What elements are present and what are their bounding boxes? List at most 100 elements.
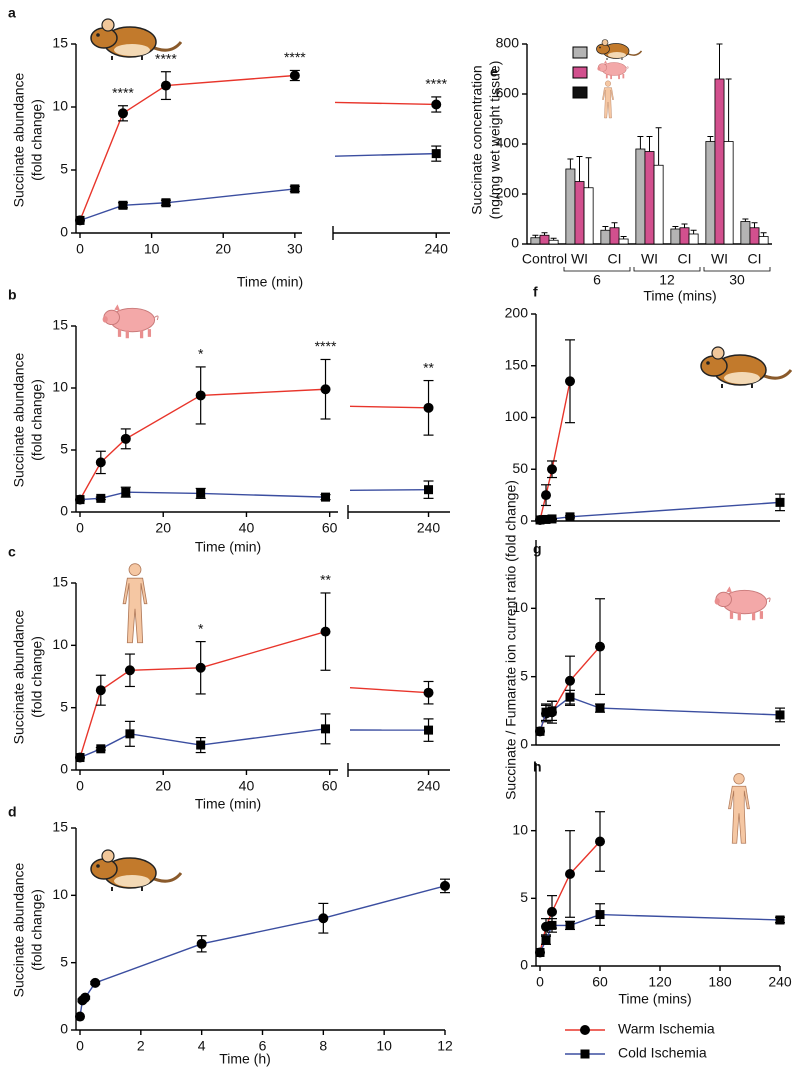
y-tick-label: 100 xyxy=(505,408,529,424)
break-connector xyxy=(349,488,429,491)
marker xyxy=(535,726,545,736)
x-tick-label: 240 xyxy=(417,520,441,536)
legend-swatch xyxy=(572,66,588,79)
marker xyxy=(541,707,551,717)
y-tick-label: 0 xyxy=(60,1021,68,1037)
marker xyxy=(541,935,551,945)
significance: **** xyxy=(112,84,134,100)
panel-label: b xyxy=(8,287,17,303)
marker xyxy=(124,665,135,676)
y-tick-label: 5 xyxy=(60,441,68,457)
marker xyxy=(321,724,331,734)
legend-label: Cold Ischemia xyxy=(618,1045,707,1061)
human-icon xyxy=(122,563,148,644)
panel-label: d xyxy=(8,804,17,820)
marker xyxy=(423,687,434,698)
x-axis-label: Time (h) xyxy=(219,1051,271,1067)
y-tick-label: 15 xyxy=(52,819,68,835)
x-tick-label: Control xyxy=(522,251,567,267)
y-tick-label: 0 xyxy=(60,761,68,777)
x-axis-label: Time (mins) xyxy=(618,991,691,1007)
x-tick-label: WI xyxy=(571,251,588,267)
significance: * xyxy=(198,346,204,362)
human-icon xyxy=(602,80,614,119)
y-axis-label: (fold change) xyxy=(29,636,45,718)
marker xyxy=(547,514,557,524)
series-line xyxy=(79,188,295,222)
y-tick-label: 15 xyxy=(52,317,68,333)
bar xyxy=(740,221,751,245)
marker xyxy=(321,492,331,502)
panel-label: a xyxy=(8,5,16,21)
y-axis-label: (fold change) xyxy=(29,99,45,181)
x-tick-label: 0 xyxy=(76,778,84,794)
marker xyxy=(424,725,434,735)
marker xyxy=(541,490,551,501)
marker xyxy=(160,80,171,91)
bar xyxy=(574,181,585,245)
series-line xyxy=(539,501,781,521)
y-tick-label: 800 xyxy=(496,35,520,51)
panel-label: g xyxy=(533,541,542,557)
bar xyxy=(723,141,734,245)
panel-label: c xyxy=(8,544,16,560)
legend-swatch xyxy=(572,46,588,59)
group-bracket xyxy=(633,267,701,272)
marker xyxy=(196,938,207,949)
x-tick-label: 0 xyxy=(76,241,84,257)
x-tick-label: 60 xyxy=(322,778,338,794)
bar xyxy=(530,237,541,245)
x-tick-label: CI xyxy=(748,251,762,267)
significance: **** xyxy=(155,50,177,66)
x-axis-label: Time (min) xyxy=(195,539,261,555)
group-bracket xyxy=(563,267,631,272)
break-connector xyxy=(349,686,429,694)
pig-icon xyxy=(100,302,160,340)
marker xyxy=(195,390,206,401)
series-line xyxy=(79,630,326,758)
y-tick-label: 15 xyxy=(52,35,68,51)
x-axis-label: Time (min) xyxy=(237,274,303,290)
x-tick-label: CI xyxy=(608,251,622,267)
marker xyxy=(535,515,545,525)
series-line xyxy=(79,885,446,1017)
panel-label: e xyxy=(490,64,498,80)
pig-icon xyxy=(712,584,772,622)
marker xyxy=(80,992,91,1003)
x-tick-label: 20 xyxy=(215,241,231,257)
x-tick-label: 40 xyxy=(239,520,255,536)
bar xyxy=(749,227,760,245)
series-line xyxy=(539,696,781,732)
marker xyxy=(125,729,135,739)
x-tick-label: 180 xyxy=(708,974,732,990)
y-axis-label: Succinate abundance xyxy=(11,862,27,997)
panel-label: h xyxy=(533,759,542,775)
y-tick-label: 5 xyxy=(60,698,68,714)
y-axis-label: Succinate abundance xyxy=(11,609,27,744)
marker xyxy=(289,70,300,81)
bar xyxy=(653,164,664,245)
x-axis-label: Time (min) xyxy=(195,796,261,812)
bar xyxy=(539,234,550,245)
group-bracket xyxy=(703,267,771,272)
x-axis-label: Time (mins) xyxy=(643,288,716,304)
marker xyxy=(595,703,605,713)
human-icon xyxy=(728,773,750,844)
bar xyxy=(565,168,576,245)
marker xyxy=(90,977,101,988)
y-tick-label: 0 xyxy=(520,957,528,973)
marker xyxy=(775,497,785,507)
y-axis-label: (fold change) xyxy=(29,379,45,461)
marker xyxy=(75,495,85,505)
marker xyxy=(290,184,300,194)
bar xyxy=(600,229,611,245)
x-tick-label: 40 xyxy=(239,778,255,794)
y-axis-label: Succinate / Fumarate ion current ratio (… xyxy=(503,480,519,800)
y-tick-label: 0 xyxy=(520,512,528,528)
significance: ** xyxy=(320,572,331,588)
marker xyxy=(565,920,575,930)
x-tick-label: 2 xyxy=(137,1038,145,1054)
y-tick-label: 200 xyxy=(496,185,520,201)
y-tick-label: 10 xyxy=(52,636,68,652)
bar xyxy=(644,151,655,245)
